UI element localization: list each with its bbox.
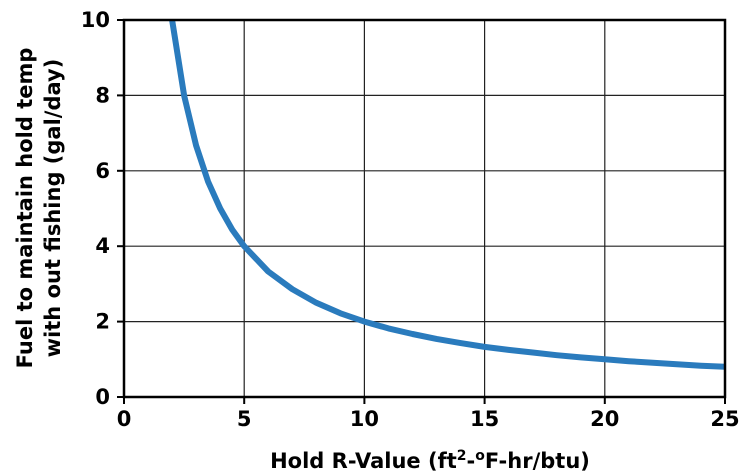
y-axis-label-line2: with out fishing (gal/day) — [41, 59, 65, 358]
x-tick-label: 15 — [470, 407, 499, 431]
x-tick-label: 0 — [117, 407, 132, 431]
grid — [123, 19, 726, 398]
x-axis-label: Hold R-Value (ft2-oF-hr/btu) — [270, 448, 590, 473]
y-tick-label: 10 — [81, 8, 110, 32]
y-tick-label: 0 — [95, 385, 110, 409]
x-tick-label: 25 — [710, 407, 739, 431]
series-line — [169, 19, 726, 370]
y-tick-label: 8 — [95, 83, 110, 107]
y-axis-label: Fuel to maintain hold temp with out fish… — [13, 48, 65, 369]
plot-frame — [122, 18, 727, 399]
y-tick-label: 2 — [95, 310, 110, 334]
x-tick-label: 10 — [350, 407, 379, 431]
series-layer — [169, 19, 726, 370]
x-tick-label: 5 — [237, 407, 252, 431]
y-axis-label-line1: Fuel to maintain hold temp — [13, 48, 37, 369]
y-tick-label: 6 — [95, 159, 110, 183]
x-tick-label: 20 — [590, 407, 619, 431]
y-tick-label: 4 — [95, 234, 110, 258]
tick-labels: 0 5 10 15 20 25 0 2 4 6 8 10 — [81, 8, 740, 431]
ticks — [117, 19, 726, 404]
